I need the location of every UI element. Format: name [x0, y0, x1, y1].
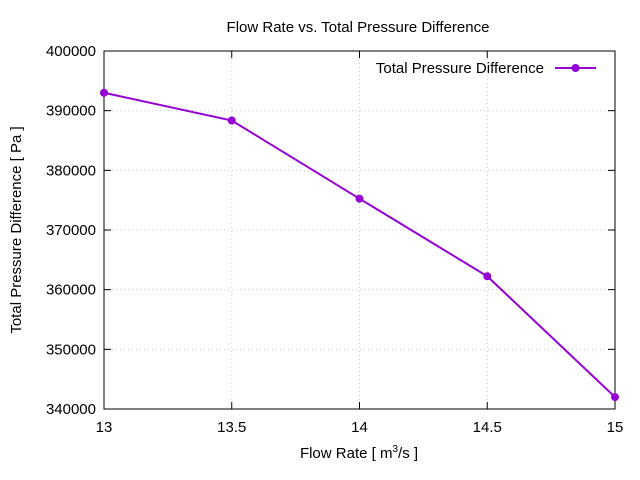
legend-label: Total Pressure Difference: [376, 60, 544, 77]
x-tick-label: 15: [607, 419, 624, 436]
y-axis-label: Total Pressure Difference [ Pa ]: [8, 126, 25, 333]
x-axis-label-main: Flow Rate [ m: [300, 445, 393, 462]
y-tick-label: 380000: [46, 162, 96, 179]
x-tick-label: 13.5: [217, 419, 246, 436]
data-point: [611, 393, 619, 402]
y-tick-label: 360000: [46, 282, 96, 299]
x-tick-label: 14.5: [473, 419, 502, 436]
x-axis-label: Flow Rate [ m3/s ]: [300, 444, 418, 462]
y-tick-label: 350000: [46, 341, 96, 358]
chart-title: Flow Rate vs. Total Pressure Difference: [227, 19, 490, 36]
legend: Total Pressure Difference: [376, 60, 596, 77]
data-point: [483, 272, 492, 281]
y-tick-label: 390000: [46, 103, 96, 120]
y-tick-labels: 340000 350000 360000 370000 380000 390000 4000…: [46, 43, 96, 418]
data-point: [100, 88, 108, 97]
x-tick-label: 13: [96, 419, 113, 436]
y-tick-label: 370000: [46, 222, 96, 239]
y-tick-label: 400000: [46, 43, 96, 60]
legend-marker: [571, 64, 580, 72]
x-tick-labels: 13 13.5 14 14.5 15: [96, 419, 624, 436]
x-axis-label-superscript: 3: [392, 444, 398, 455]
plot-frame: [103, 50, 616, 410]
x-tick-label: 14: [351, 419, 368, 436]
x-axis-label-tail: /s ]: [398, 445, 418, 462]
data-point: [355, 194, 364, 203]
data-point: [227, 116, 236, 125]
series: [100, 88, 619, 402]
y-tick-label: 340000: [46, 401, 96, 418]
